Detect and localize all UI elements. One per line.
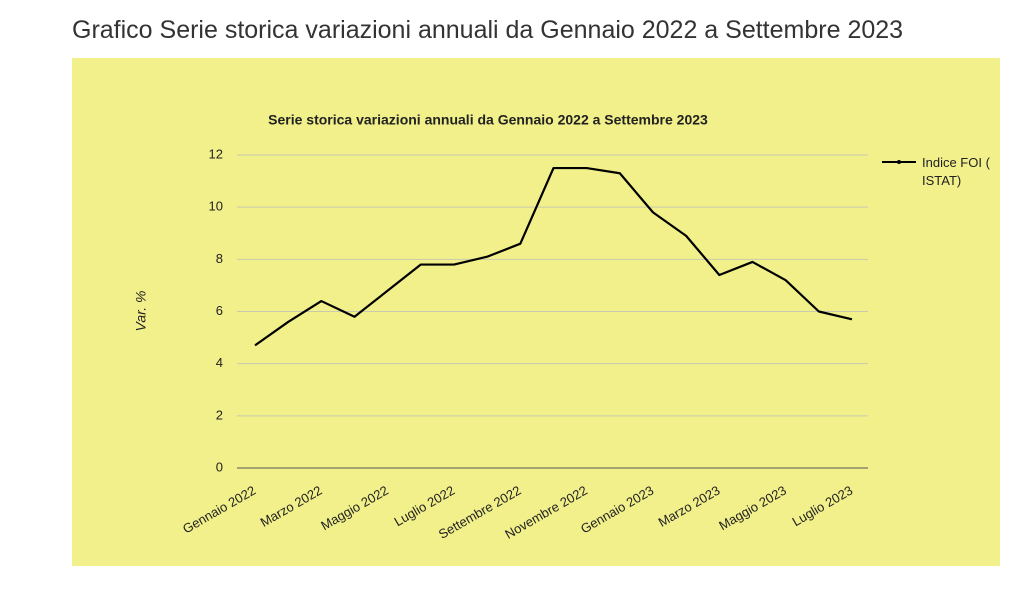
- x-tick-label: Maggio 2023: [716, 483, 789, 534]
- y-tick-label: 6: [216, 303, 223, 318]
- chart-title: Serie storica variazioni annuali da Genn…: [268, 112, 708, 128]
- legend-marker: [897, 160, 901, 164]
- y-tick-label: 0: [216, 459, 223, 474]
- x-tick-label: Gennaio 2023: [578, 483, 656, 537]
- page-title: Grafico Serie storica variazioni annuali…: [72, 16, 904, 44]
- x-tick-label: Luglio 2023: [789, 483, 855, 530]
- y-tick-label: 10: [209, 199, 223, 214]
- x-tick-label: Gennaio 2022: [180, 483, 258, 537]
- line: [254, 166, 853, 347]
- y-tick-label: 12: [209, 146, 223, 161]
- x-tick-label: Maggio 2022: [318, 483, 391, 534]
- x-tick-label: Marzo 2022: [258, 483, 325, 530]
- legend-label: Indice FOI ( ISTAT): [922, 155, 990, 188]
- x-tick-label: Marzo 2023: [656, 483, 723, 530]
- y-tick-label: 8: [216, 251, 223, 266]
- y-tick-label: 2: [216, 407, 223, 422]
- y-axis-label: Var. %: [133, 291, 149, 332]
- y-tick-label: 4: [216, 355, 223, 370]
